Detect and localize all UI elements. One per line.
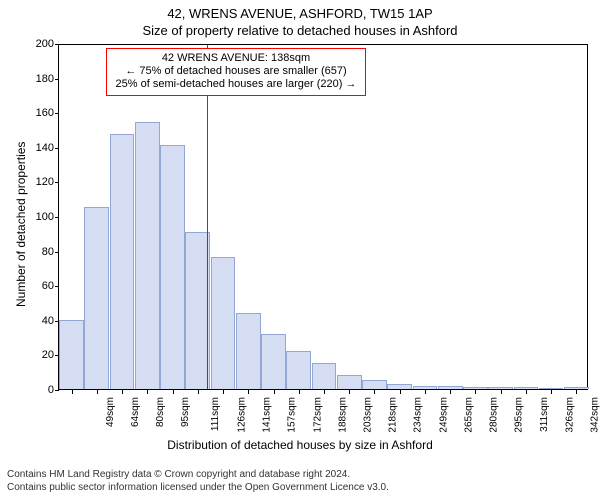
x-tick-label: 157sqm: [287, 397, 298, 433]
x-tick-mark: [551, 390, 552, 394]
y-tick-label: 200: [36, 38, 54, 50]
y-tick-label: 20: [42, 349, 54, 361]
x-tick-label: 218sqm: [388, 397, 399, 433]
x-axis-label: Distribution of detached houses by size …: [0, 438, 600, 452]
annotation-line-3: 25% of semi-detached houses are larger (…: [113, 78, 359, 91]
histogram-bar: [387, 384, 412, 389]
histogram-bar: [110, 134, 135, 389]
x-tick-label: 295sqm: [514, 397, 525, 433]
x-tick-label: 342sqm: [590, 397, 600, 433]
histogram-bar: [438, 386, 463, 389]
x-tick-mark: [122, 390, 123, 394]
x-tick-mark: [450, 390, 451, 394]
x-tick-label: 126sqm: [236, 397, 247, 433]
x-tick-label: 265sqm: [464, 397, 475, 433]
x-tick-label: 64sqm: [130, 397, 141, 427]
histogram-bar: [286, 351, 311, 389]
x-tick-label: 203sqm: [363, 397, 374, 433]
histogram-bar: [160, 145, 185, 389]
x-tick-label: 311sqm: [539, 397, 550, 432]
histogram-bar: [463, 387, 488, 389]
histogram-bar: [514, 387, 539, 389]
x-tick-label: 326sqm: [564, 397, 575, 433]
y-tick-label: 100: [36, 211, 54, 223]
x-tick-mark: [501, 390, 502, 394]
histogram-bar: [84, 207, 109, 389]
footer-line-2: Contains public sector information licen…: [7, 482, 389, 495]
x-tick-label: 95sqm: [180, 397, 191, 427]
x-tick-mark: [198, 390, 199, 394]
x-tick-label: 172sqm: [312, 397, 323, 433]
chart-container: { "title": "42, WRENS AVENUE, ASHFORD, T…: [0, 0, 600, 500]
x-tick-label: 280sqm: [489, 397, 500, 433]
x-tick-label: 49sqm: [105, 397, 116, 427]
x-tick-mark: [147, 390, 148, 394]
x-tick-mark: [324, 390, 325, 394]
x-tick-mark: [475, 390, 476, 394]
histogram-bar: [337, 375, 362, 389]
histogram-bar: [261, 334, 286, 389]
histogram-bar: [413, 386, 438, 389]
annotation-box: 42 WRENS AVENUE: 138sqm ← 75% of detache…: [106, 48, 366, 96]
y-tick-label: 0: [48, 384, 54, 396]
y-tick-label: 180: [36, 73, 54, 85]
x-tick-mark: [576, 390, 577, 394]
x-tick-mark: [173, 390, 174, 394]
histogram-bar: [236, 313, 261, 389]
y-tick-label: 120: [36, 176, 54, 188]
footer: Contains HM Land Registry data © Crown c…: [7, 469, 389, 494]
y-ticks: 020406080100120140160180200: [0, 44, 58, 390]
x-tick-mark: [299, 390, 300, 394]
y-axis-label: Number of detached properties: [14, 142, 28, 307]
x-tick-mark: [349, 390, 350, 394]
chart-subtitle: Size of property relative to detached ho…: [0, 23, 600, 38]
x-tick-label: 141sqm: [262, 397, 273, 433]
histogram-bar: [59, 320, 84, 389]
x-tick-mark: [374, 390, 375, 394]
histogram-bar: [539, 388, 564, 389]
plot-area: 42 WRENS AVENUE: 138sqm ← 75% of detache…: [58, 44, 588, 390]
histogram-bar: [362, 380, 387, 389]
x-tick-mark: [223, 390, 224, 394]
chart-title: 42, WRENS AVENUE, ASHFORD, TW15 1AP: [0, 6, 600, 21]
histogram-bar: [312, 363, 337, 389]
annotation-line-2: ← 75% of detached houses are smaller (65…: [113, 65, 359, 78]
marker-line: [207, 45, 208, 389]
annotation-line-1: 42 WRENS AVENUE: 138sqm: [113, 52, 359, 65]
y-tick-label: 40: [42, 315, 54, 327]
histogram-bar: [488, 387, 513, 389]
x-tick-mark: [72, 390, 73, 394]
x-tick-label: 188sqm: [337, 397, 348, 433]
y-tick-label: 140: [36, 142, 54, 154]
x-tick-label: 111sqm: [210, 397, 221, 431]
x-tick-label: 80sqm: [155, 397, 166, 427]
histogram-bar: [135, 122, 160, 389]
x-tick-label: 249sqm: [438, 397, 449, 433]
x-tick-mark: [400, 390, 401, 394]
x-tick-mark: [97, 390, 98, 394]
footer-line-1: Contains HM Land Registry data © Crown c…: [7, 469, 389, 482]
histogram-bar: [564, 387, 589, 389]
x-tick-mark: [526, 390, 527, 394]
x-tick-label: 234sqm: [413, 397, 424, 433]
x-tick-mark: [425, 390, 426, 394]
y-tick-label: 60: [42, 280, 54, 292]
histogram-bar: [211, 257, 236, 389]
x-tick-mark: [274, 390, 275, 394]
y-tick-label: 160: [36, 107, 54, 119]
y-tick-label: 80: [42, 246, 54, 258]
y-tick-mark: [55, 390, 59, 391]
x-tick-mark: [248, 390, 249, 394]
